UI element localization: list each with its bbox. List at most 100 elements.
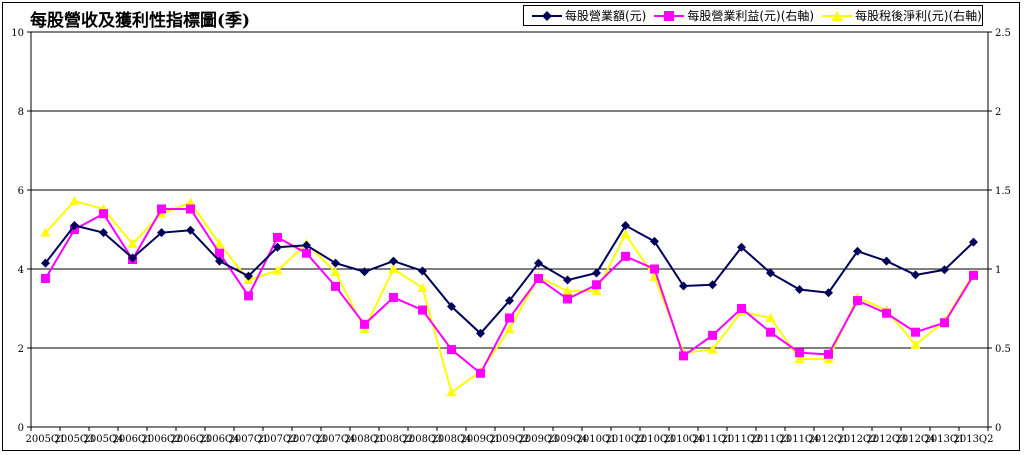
right-axis-tick-label: 1 — [995, 265, 1001, 276]
data-point — [273, 242, 282, 252]
x-axis-tick-label: 2007Q3 — [286, 434, 326, 445]
legend-item-revenue: 每股營業額(元) — [532, 7, 646, 24]
x-axis-tick-label: 2005Q1 — [25, 434, 65, 445]
x-axis-tick-label: 2013Q2 — [953, 434, 993, 445]
data-point — [272, 265, 283, 275]
data-point — [69, 196, 80, 206]
data-point — [650, 236, 659, 246]
data-point — [562, 286, 573, 296]
x-axis-tick-label: 2011Q1 — [692, 434, 732, 445]
data-point — [128, 253, 137, 263]
x-axis-tick-label: 2010Q2 — [605, 434, 645, 445]
data-point — [505, 313, 514, 323]
data-point — [853, 296, 862, 306]
data-point — [882, 256, 891, 266]
data-point — [592, 280, 601, 290]
data-point — [940, 265, 949, 275]
data-point — [186, 225, 195, 235]
data-point — [708, 330, 717, 340]
data-point — [621, 221, 630, 231]
data-point — [244, 271, 253, 281]
legend-item-operating-income: 每股營業利益(元)(右軸) — [654, 7, 814, 24]
data-point — [504, 324, 515, 334]
data-point — [650, 264, 659, 274]
data-point — [563, 275, 572, 285]
data-point — [620, 229, 631, 239]
data-point — [215, 248, 224, 258]
data-point — [679, 281, 688, 291]
data-point — [244, 291, 253, 301]
x-axis-tick-label: 2005Q4 — [83, 434, 123, 445]
x-axis-tick-label: 2008Q4 — [431, 434, 471, 445]
data-point — [824, 288, 833, 298]
x-axis-tick-label: 2007Q2 — [257, 434, 297, 445]
legend-label-net-income: 每股稅後淨利(元)(右軸) — [855, 9, 982, 23]
data-point — [302, 240, 311, 250]
x-axis-tick-label: 2009Q1 — [460, 434, 500, 445]
x-axis-tick-label: 2013Q1 — [924, 434, 964, 445]
data-point — [476, 368, 485, 378]
x-axis-tick-label: 2011Q4 — [779, 434, 819, 445]
x-axis-tick-label: 2010Q1 — [576, 434, 616, 445]
legend-square-marker-icon — [654, 10, 685, 21]
data-point — [476, 328, 485, 338]
chart-legend: 每股營業額(元) 每股營業利益(元)(右軸) 每股稅後淨利(元)(右軸) — [523, 5, 983, 26]
data-point — [853, 246, 862, 256]
data-point — [389, 256, 398, 266]
x-axis-tick-label: 2012Q3 — [866, 434, 906, 445]
x-axis-tick-label: 2010Q3 — [634, 434, 674, 445]
data-point — [389, 292, 398, 302]
data-point — [302, 248, 311, 258]
x-axis-tick-label: 2006Q2 — [141, 434, 181, 445]
legend-label-operating-income: 每股營業利益(元)(右軸) — [687, 9, 815, 23]
x-axis-tick-label: 2010Q4 — [663, 434, 703, 445]
data-point — [446, 387, 457, 397]
data-point — [418, 266, 427, 276]
data-point — [969, 270, 978, 280]
data-point — [40, 227, 51, 237]
data-point — [273, 232, 282, 242]
data-point — [910, 339, 921, 349]
data-point — [534, 258, 543, 268]
x-axis-tick-label: 2011Q3 — [750, 434, 790, 445]
legend-item-net-income: 每股稅後淨利(元)(右軸) — [822, 7, 982, 24]
right-axis-tick-label: 0.5 — [995, 344, 1011, 355]
x-axis-tick-label: 2006Q4 — [199, 434, 239, 445]
data-point — [911, 270, 920, 280]
data-point — [447, 302, 456, 312]
data-point — [824, 349, 833, 359]
data-point — [940, 318, 949, 328]
data-point — [214, 238, 225, 248]
x-axis-tick-label: 2009Q2 — [489, 434, 529, 445]
legend-triangle-marker-icon — [822, 10, 853, 21]
data-point — [794, 354, 805, 364]
x-axis-tick-label: 2006Q1 — [112, 434, 152, 445]
data-point — [99, 209, 108, 219]
data-point — [360, 319, 369, 329]
data-point — [591, 286, 602, 296]
left-axis-tick-label: 6 — [18, 186, 24, 197]
x-axis-tick-label: 2008Q2 — [373, 434, 413, 445]
data-point — [417, 282, 428, 292]
data-point — [766, 327, 775, 337]
x-axis-tick-label: 2008Q3 — [402, 434, 442, 445]
legend-label-revenue: 每股營業額(元) — [565, 9, 647, 23]
data-point — [388, 264, 399, 273]
data-point — [969, 237, 978, 247]
right-axis-tick-label: 1.5 — [995, 186, 1011, 197]
data-point — [766, 268, 775, 278]
data-point — [505, 296, 514, 306]
data-point — [127, 238, 138, 248]
data-point — [41, 258, 50, 268]
data-point — [331, 258, 340, 268]
x-axis-tick-label: 2007Q4 — [315, 434, 355, 445]
data-point — [708, 280, 717, 290]
right-axis-tick-label: 2 — [995, 107, 1001, 118]
data-point — [186, 204, 195, 214]
data-point — [765, 312, 776, 322]
left-axis-tick-label: 2 — [18, 344, 24, 355]
plot-border — [30, 31, 989, 428]
data-point — [215, 256, 224, 266]
data-point — [330, 267, 341, 277]
